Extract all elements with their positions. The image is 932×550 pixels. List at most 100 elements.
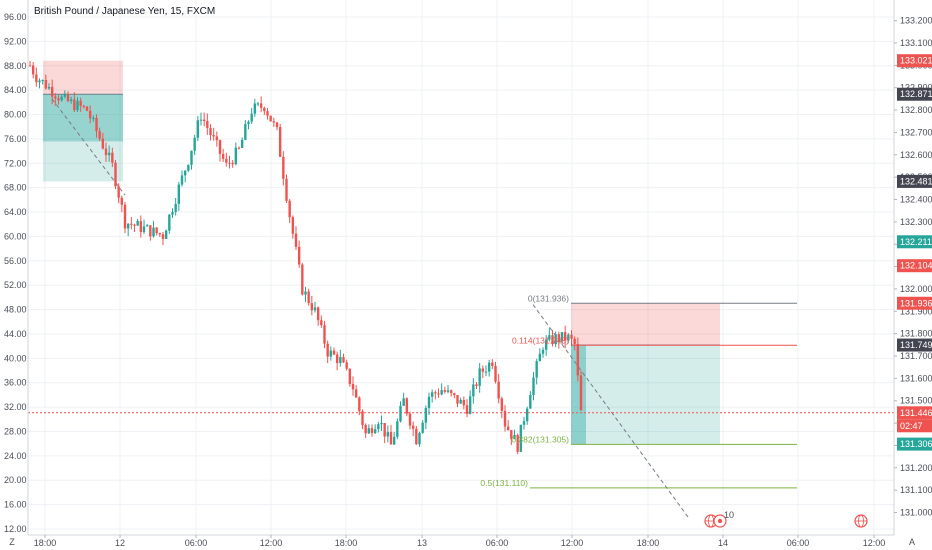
candle-body — [354, 389, 358, 398]
candle-body — [57, 98, 60, 101]
candle-body — [544, 339, 548, 350]
fib-label: 0(131.936) — [528, 293, 569, 303]
candle-body — [152, 227, 155, 237]
candle — [541, 347, 545, 358]
candle — [38, 78, 41, 89]
candle — [190, 150, 193, 170]
candle — [310, 295, 314, 316]
candle — [212, 127, 215, 141]
globe-icon[interactable] — [854, 514, 868, 528]
candle — [396, 418, 399, 440]
candle-body — [440, 390, 443, 395]
candle — [424, 405, 428, 430]
candle — [554, 331, 557, 348]
candle-body — [430, 392, 434, 397]
candle-body — [449, 390, 453, 394]
candle — [41, 79, 44, 85]
candle — [291, 215, 295, 239]
candle — [244, 120, 247, 141]
candle — [408, 411, 412, 430]
candle — [392, 431, 396, 445]
candle — [294, 226, 298, 250]
right-tick-label: 133.100 — [900, 38, 932, 48]
right-tick-label: 132.600 — [900, 150, 932, 160]
candle — [386, 425, 390, 443]
left-tick-label: 20.00 — [4, 475, 27, 485]
price-badge: 132.871 — [897, 87, 932, 101]
candle — [405, 397, 409, 417]
candle-body — [554, 334, 557, 345]
right-tick-label: 131.500 — [900, 396, 932, 406]
candle — [152, 220, 155, 238]
candle-body — [415, 428, 418, 445]
left-tick-label: 92.00 — [4, 36, 27, 46]
candle-body — [145, 225, 149, 227]
candle — [373, 424, 377, 434]
price-badge-text: 133.021 — [900, 56, 932, 66]
candle — [228, 155, 231, 169]
candle — [307, 288, 310, 306]
candle — [171, 208, 174, 218]
candle — [111, 147, 114, 168]
candle-body — [335, 354, 339, 364]
event-cluster[interactable]: 10 — [713, 510, 734, 528]
candle-body — [98, 131, 101, 139]
candle-body — [522, 421, 526, 425]
candle — [120, 195, 124, 213]
auto-scale-button[interactable]: A — [909, 537, 915, 547]
candle-body — [263, 107, 266, 112]
candle-body — [190, 150, 193, 165]
candle-body — [266, 111, 269, 116]
zoom-button[interactable]: Z — [9, 537, 15, 547]
candles — [28, 61, 583, 455]
candle — [551, 329, 554, 347]
right-tick-label: 131.000 — [900, 508, 932, 518]
candle-body — [563, 332, 567, 341]
candle-body — [114, 162, 117, 187]
candle-body — [218, 140, 222, 154]
candle-body — [158, 233, 162, 235]
candle-body — [126, 223, 130, 229]
candle — [339, 349, 342, 367]
price-badge-text: 131.446 — [900, 408, 932, 418]
candle — [193, 134, 196, 155]
price-badge: 133.021 — [897, 54, 932, 68]
candle-body — [427, 396, 431, 409]
candle — [364, 423, 367, 438]
right-tick-label: 132.800 — [900, 105, 932, 115]
candle — [494, 361, 497, 384]
candle — [247, 120, 250, 130]
candle-body — [234, 147, 238, 165]
candle — [180, 170, 184, 187]
candle — [177, 181, 181, 212]
candle — [304, 286, 307, 303]
candle-body — [506, 426, 510, 431]
fib-labels: 0(131.936) 0.114(131.748) 0.382(131.305) 0.… — [480, 293, 569, 488]
candle-body — [256, 103, 260, 105]
candle-body — [351, 384, 355, 390]
candle — [567, 333, 570, 344]
candle — [104, 142, 108, 162]
candle — [427, 392, 431, 416]
candle-body — [465, 405, 469, 414]
candle — [278, 124, 282, 158]
candle-body — [161, 234, 165, 239]
left-tick-label: 16.00 — [4, 500, 27, 510]
candle — [272, 117, 276, 127]
candle-body — [453, 393, 456, 396]
candle — [557, 331, 561, 349]
candle — [456, 395, 459, 408]
candle — [174, 197, 177, 216]
candle — [487, 359, 491, 377]
candle — [136, 218, 139, 226]
event-markers[interactable]: 10 — [704, 510, 868, 528]
left-tick-label: 28.00 — [4, 426, 27, 436]
candle — [446, 384, 450, 394]
right-tick-label: 132.000 — [900, 284, 932, 294]
candle — [301, 262, 304, 296]
price-badge-bg — [897, 406, 932, 420]
time-tick-label: 18:00 — [637, 538, 660, 548]
candle-body — [136, 221, 139, 226]
left-tick-label: 56.00 — [4, 256, 27, 266]
